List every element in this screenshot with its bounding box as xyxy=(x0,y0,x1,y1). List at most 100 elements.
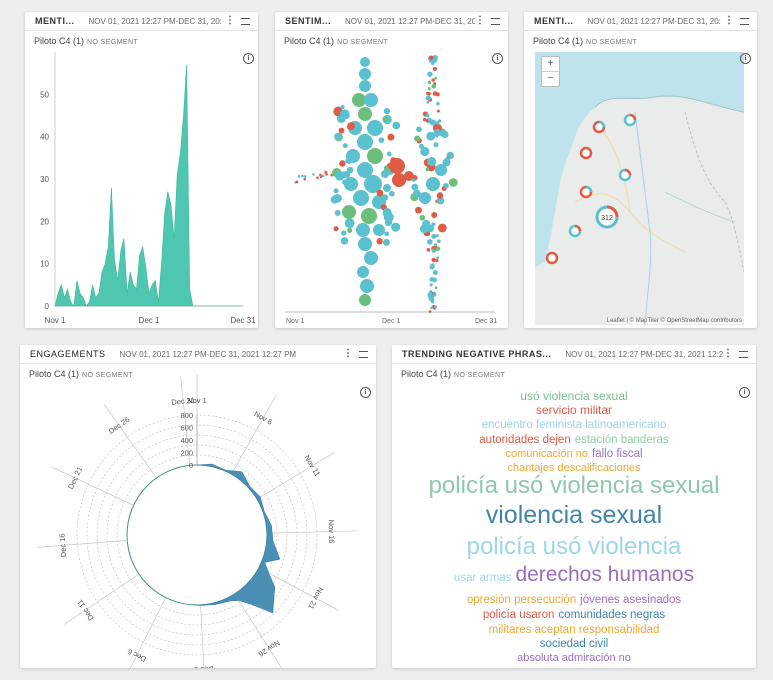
topic-label[interactable]: Piloto C4 (1) xyxy=(29,369,80,379)
menu-icon[interactable] xyxy=(491,17,500,25)
sentiment-bubble xyxy=(334,132,342,141)
date-range[interactable]: NOV 01, 2021 12:27 PM-DEC 31, 20: xyxy=(345,16,475,26)
cloud-phrase[interactable]: servicio militar xyxy=(535,402,612,417)
y-tick-label: 30 xyxy=(40,175,49,184)
topic-label[interactable]: Piloto C4 (1) xyxy=(284,36,335,46)
info-icon[interactable]: i xyxy=(739,387,750,398)
radial-category-label: Dec 26 xyxy=(107,415,132,436)
sentiment-bubble xyxy=(367,148,383,164)
sentiment-bubble xyxy=(428,310,432,313)
city-marker[interactable] xyxy=(623,113,637,127)
sentiment-bubble xyxy=(357,266,369,278)
sentiment-bubble xyxy=(415,206,422,214)
cloud-phrase[interactable]: absoluta admiración no xyxy=(517,652,631,665)
sentiment-bubble xyxy=(347,122,355,131)
info-icon[interactable]: i xyxy=(243,53,254,64)
sentiment-bubble xyxy=(384,231,389,237)
cloud-phrase[interactable]: sociedad civil xyxy=(539,638,609,651)
cluster-marker[interactable]: 312 xyxy=(595,205,619,229)
sentiment-bubble xyxy=(342,143,348,149)
cloud-phrase[interactable]: derechos humanos xyxy=(515,563,695,587)
city-marker[interactable] xyxy=(618,168,632,182)
menu-icon[interactable] xyxy=(359,350,368,358)
cloud-phrase[interactable]: estación banderas xyxy=(574,434,669,447)
sentiment-bubble xyxy=(431,78,435,82)
radial-category-label: Nov 11 xyxy=(302,453,322,478)
menu-icon[interactable] xyxy=(739,350,748,358)
sentiment-bubble xyxy=(364,251,378,265)
topic-label[interactable]: Piloto C4 (1) xyxy=(401,369,452,379)
cloud-phrase[interactable]: fallo fiscal xyxy=(592,448,643,461)
cloud-phrase[interactable]: violencia sexual xyxy=(485,501,663,529)
sentiment-bubble xyxy=(426,91,430,95)
menu-icon[interactable] xyxy=(740,17,749,25)
info-icon[interactable]: i xyxy=(492,53,503,64)
cloud-phrase[interactable]: chantajes descalificaciones xyxy=(507,462,641,475)
sentiment-bubble xyxy=(361,208,377,224)
cloud-phrase[interactable]: comunidades negras xyxy=(558,609,666,622)
cloud-row: encuentro feminista latinoamericano xyxy=(392,415,756,433)
sentiment-bubble xyxy=(360,279,374,293)
cloud-phrase[interactable]: militares aceptan responsabilidad xyxy=(488,624,660,637)
city-marker[interactable] xyxy=(579,185,593,199)
cloud-phrase[interactable]: jóvenes asesinados xyxy=(580,594,682,607)
river xyxy=(634,111,652,325)
cloud-phrase[interactable]: autoridades dejen xyxy=(479,434,571,447)
info-icon[interactable]: i xyxy=(360,387,371,398)
sentiment-bubble xyxy=(436,109,440,113)
panel-header: SENTIM... NOV 01, 2021 12:27 PM-DEC 31, … xyxy=(275,12,508,31)
map-attribution[interactable]: Leaflet | © MapTiler © OpenStreetMap con… xyxy=(606,318,742,324)
city-marker[interactable] xyxy=(568,224,582,238)
date-range[interactable]: NOV 01, 2021 12:27 PM-DEC 31, 20: xyxy=(88,16,222,26)
cloud-phrase[interactable]: policía usó violencia xyxy=(466,532,682,560)
sentiment-bubble xyxy=(335,171,345,181)
topic-label[interactable]: Piloto C4 (1) xyxy=(34,36,85,46)
more-options-icon[interactable]: ⋮ xyxy=(225,15,235,26)
x-tick-label: Dec 1 xyxy=(139,316,160,325)
cloud-phrase[interactable]: opresión persecución xyxy=(466,594,577,607)
sentiment-bubble xyxy=(427,156,437,167)
topic-label[interactable]: Piloto C4 (1) xyxy=(533,36,584,46)
city-marker[interactable] xyxy=(579,146,593,160)
radial-tick-label: 400 xyxy=(180,436,193,445)
date-range[interactable]: NOV 01, 2021 12:27 PM-DEC 31, 2021 12:27… xyxy=(565,349,723,359)
info-icon[interactable]: i xyxy=(740,53,751,64)
city-marker[interactable] xyxy=(592,120,606,134)
zoom-out-button[interactable]: − xyxy=(542,71,559,86)
more-options-icon[interactable]: ⋮ xyxy=(475,15,485,26)
cloud-phrase[interactable]: usó violencia sexual xyxy=(520,388,628,403)
cloud-phrase[interactable]: usar armas xyxy=(453,572,512,585)
more-options-icon[interactable]: ⋮ xyxy=(343,348,353,359)
sentiment-bubble xyxy=(425,167,430,172)
sentiment-bubble xyxy=(344,177,358,191)
radial-baseline xyxy=(126,464,268,606)
city-marker[interactable] xyxy=(545,251,559,265)
map-area[interactable]: 312 + − Leaflet | © MapTiler © OpenStree… xyxy=(535,52,744,325)
cloud-phrase[interactable]: comunicación no xyxy=(505,448,589,461)
panel-title: MENTI... xyxy=(35,16,75,26)
sentiment-bubble xyxy=(443,183,449,189)
zoom-control: + − xyxy=(541,56,560,87)
sentiment-bubble xyxy=(339,160,346,167)
zoom-in-button[interactable]: + xyxy=(547,58,554,69)
sentiment-bubble xyxy=(333,188,339,194)
more-options-icon[interactable]: ⋮ xyxy=(724,15,734,26)
menu-icon[interactable] xyxy=(241,17,250,25)
cloud-phrase[interactable]: policía usaron xyxy=(482,609,555,622)
trending-panel: TRENDING NEGATIVE PHRAS... NOV 01, 2021 … xyxy=(392,345,756,668)
sentiment-bubble xyxy=(334,209,341,216)
date-range[interactable]: NOV 01, 2021 12:27 PM-DEC 31, 20: xyxy=(587,16,721,26)
radial-spoke xyxy=(234,593,282,668)
radial-spoke xyxy=(130,597,166,668)
sentiment-bubble xyxy=(359,80,371,92)
mentions-panel: MENTI... NOV 01, 2021 12:27 PM-DEC 31, 2… xyxy=(25,12,258,328)
more-options-icon[interactable]: ⋮ xyxy=(723,348,733,359)
date-range[interactable]: NOV 01, 2021 12:27 PM-DEC 31, 2021 12:27… xyxy=(119,349,297,359)
sentiment-bubble xyxy=(431,84,437,89)
cloud-phrase[interactable]: policía usó violencia sexual xyxy=(428,471,720,499)
sentiment-bubble xyxy=(427,239,433,245)
sentiment-bubble xyxy=(437,239,441,244)
cloud-phrase[interactable]: encuentro feminista latinoamericano xyxy=(481,419,667,432)
engagements-panel: ENGAGEMENTS NOV 01, 2021 12:27 PM-DEC 31… xyxy=(20,345,376,668)
segment-label: NO SEGMENT xyxy=(454,372,506,379)
